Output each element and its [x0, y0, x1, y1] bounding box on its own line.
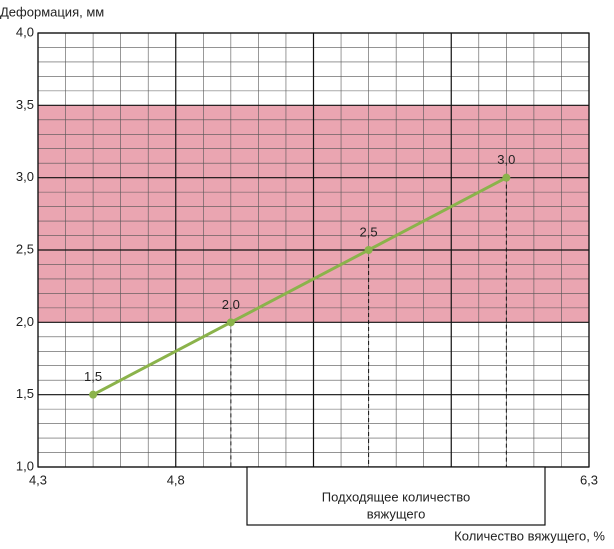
line: [92, 176, 508, 396]
value-label: 1,5: [84, 369, 102, 384]
y-tick-label: 3,5: [16, 97, 34, 112]
point: [364, 246, 373, 254]
y-tick-label: 2,0: [16, 314, 34, 329]
value-label: 2,5: [360, 224, 378, 239]
y-tick-label: 4,0: [16, 24, 34, 39]
point: [89, 390, 98, 399]
y-tick-label: 1,5: [16, 386, 34, 401]
annotation-text: вяжущего: [367, 506, 426, 521]
y-axis-label: Деформация, мм: [0, 4, 104, 19]
y-tick-label: 2,5: [16, 241, 34, 256]
point: [226, 318, 235, 327]
annotation-text: Подходящее количество: [322, 489, 471, 504]
x-tick-label: 4,3: [29, 472, 47, 487]
value-label: 3,0: [497, 152, 515, 167]
annotation-box: [246, 466, 546, 526]
value-label: 2,0: [222, 297, 240, 312]
y-tick-label: 1,0: [16, 458, 34, 473]
x-tick-label: 6,3: [580, 472, 598, 487]
x-tick-label: 4,8: [167, 472, 185, 487]
x-axis-label: Количество вяжущего, %: [454, 528, 605, 543]
point: [502, 173, 511, 182]
y-tick-label: 3,0: [16, 169, 34, 184]
